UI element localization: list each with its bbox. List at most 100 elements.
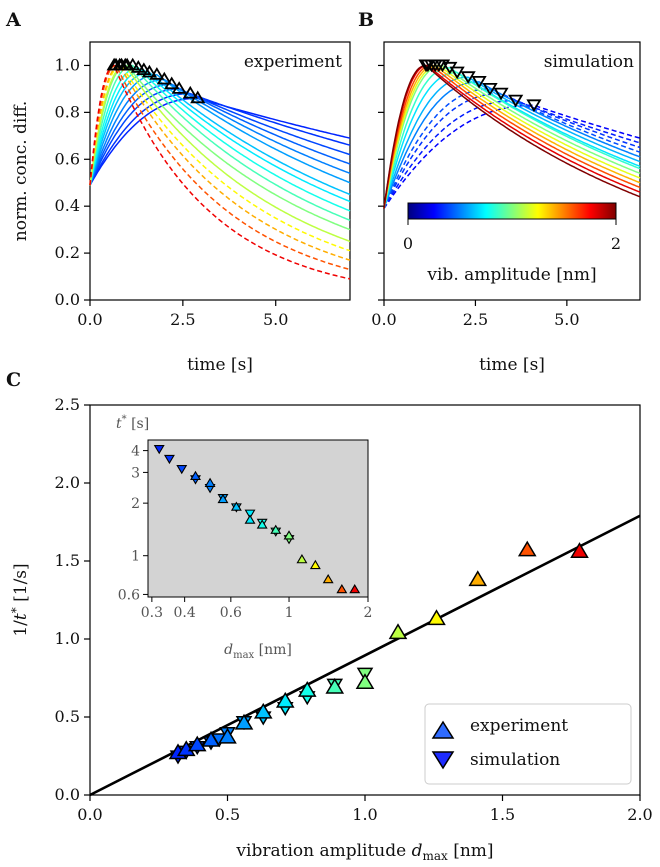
- legend-simulation-marker: [431, 751, 455, 770]
- panel-a-xlabel: time [s]: [187, 355, 253, 375]
- panel-b-curves: [383, 64, 641, 209]
- exp-point-9: [325, 677, 345, 694]
- a-xtick-label-1: 2.5: [170, 310, 195, 329]
- panel-a-annotation: experiment: [244, 52, 342, 72]
- c-xtick-label-2: 1.0: [352, 805, 377, 824]
- inset-xtick-label-0: 0.3: [141, 605, 163, 621]
- panel-b-xticks: 0.0 2.5 5.0: [371, 300, 580, 329]
- inset-ytick-label-4: 4: [131, 444, 140, 460]
- curve-sim-13: [383, 64, 641, 209]
- peak-marker-6: [449, 66, 465, 80]
- inset-xtick-label-2: 0.6: [220, 605, 242, 621]
- exp-point-8: [297, 681, 317, 697]
- inset-exp-point-9: [309, 559, 321, 570]
- a-ytick-label-0: 0.0: [55, 290, 80, 309]
- a-ytick-label-5: 1.0: [55, 55, 80, 74]
- panel-c-yticks: 0.0 0.5 1.0 1.5 2.0 2.5: [55, 395, 90, 804]
- c-xtick-label-4: 2.0: [627, 805, 652, 824]
- curve-exp-15: [89, 64, 351, 280]
- colorbar: [407, 202, 617, 220]
- b-xtick-label-2: 5.0: [554, 310, 579, 329]
- curve-exp-1: [89, 92, 351, 186]
- peak-marker-6: [141, 64, 158, 78]
- inset-exp-point-11: [336, 583, 348, 594]
- panel-a-letter: A: [5, 9, 21, 31]
- c-xtick-label-1: 0.5: [215, 805, 240, 824]
- panel-b-letter: B: [358, 9, 374, 31]
- curve-exp-4: [89, 78, 351, 186]
- inset-exp-point-12: [349, 583, 361, 594]
- panel-a-yticks: 0.0 0.2 0.4 0.6 0.8 1.0: [55, 55, 90, 309]
- b-xtick-label-1: 2.5: [463, 310, 488, 329]
- inset-ytick-label-0: 0.6: [118, 587, 140, 603]
- inset: 0.3 0.4 0.6 1 2 0.6 1 2 3 4 t* [s] dmax [nm]: [116, 414, 372, 661]
- panel-c-ylabel: 1/t* [1/s]: [9, 563, 31, 636]
- inset-ytick-label-2: 2: [131, 496, 140, 512]
- a-xtick-label-0: 0.0: [77, 310, 102, 329]
- c-xtick-label-0: 0.0: [77, 805, 102, 824]
- panel-b-peak-markers: [418, 59, 542, 113]
- inset-xtick-label-1: 0.4: [174, 605, 196, 621]
- peak-marker-8: [130, 60, 146, 73]
- panel-c-xticks: 0.0 0.5 1.0 1.5 2.0: [77, 795, 653, 824]
- exp-point-15: [570, 542, 589, 558]
- exp-point-6: [253, 702, 273, 719]
- curve-sim-5: [383, 76, 641, 209]
- exp-point-7: [275, 691, 295, 708]
- exp-point-2: [187, 735, 207, 752]
- a-ytick-label-3: 0.6: [55, 149, 80, 168]
- curve-exp-14: [89, 64, 351, 271]
- inset-exp-point-1: [204, 477, 216, 487]
- curve-exp-12: [89, 64, 351, 252]
- panel-a-curves: [89, 64, 351, 280]
- peak-marker-1: [508, 94, 524, 108]
- panel-c-points: [168, 540, 589, 765]
- peak-marker-4: [471, 75, 487, 89]
- inset-ytick-label-3: 3: [131, 465, 140, 481]
- curve-exp-3: [89, 83, 351, 186]
- panel-a-frame: [89, 41, 351, 301]
- c-ytick-label-3: 1.5: [55, 551, 80, 570]
- legend-experiment-marker: [431, 720, 455, 739]
- panel-b: B simulation 0.0 2.5 5.0 time [s] 0 2 vib.…: [358, 9, 641, 375]
- peak-marker-0: [526, 99, 542, 113]
- exp-point-5: [234, 713, 254, 730]
- inset-yticks: 0.6 1 2 3 4: [118, 444, 148, 603]
- exp-point-13: [468, 570, 488, 587]
- inset-exp-point-4: [244, 514, 256, 524]
- panel-b-xlabel: time [s]: [479, 355, 545, 375]
- b-xtick-label-0: 0.0: [371, 310, 396, 329]
- inset-sim-point-7: [244, 509, 256, 519]
- exp-point-14: [517, 540, 537, 557]
- exp-point-4: [218, 727, 237, 744]
- inset-exp-point-8: [296, 554, 308, 564]
- inset-xticks: 0.3 0.4 0.6 1 2: [141, 597, 372, 621]
- c-ytick-label-2: 1.0: [55, 629, 80, 648]
- inset-exp-point-0: [190, 470, 201, 480]
- curve-exp-6: [89, 71, 351, 196]
- c-ytick-label-1: 0.5: [55, 707, 80, 726]
- panel-b-annotation: simulation: [544, 52, 634, 72]
- panel-b-frame: [383, 41, 641, 301]
- inset-sim-point-0: [153, 445, 165, 455]
- legend: experiment simulation: [424, 703, 632, 785]
- panel-a-xticks: 0.0 2.5 5.0: [77, 300, 288, 329]
- inset-ylabel: t* [s]: [116, 414, 149, 432]
- panel-a-peak-markers: [106, 57, 206, 104]
- legend-simulation-label: simulation: [470, 750, 560, 770]
- curve-exp-9: [89, 64, 351, 221]
- inset-exp-point-7: [283, 530, 295, 540]
- c-ytick-label-4: 2.0: [55, 473, 80, 492]
- panel-b-yticks: [378, 64, 384, 301]
- inset-exp-point-5: [256, 519, 268, 529]
- inset-sim-point-2: [176, 465, 188, 475]
- peak-marker-1: [182, 85, 198, 99]
- inset-sim-point-1: [163, 454, 175, 465]
- peak-marker-5: [460, 71, 476, 84]
- inset-exp-point-6: [270, 524, 282, 534]
- inset-points: [153, 445, 361, 594]
- peak-marker-2: [493, 87, 509, 101]
- colorbar-min-label: 0: [403, 234, 413, 253]
- curve-sim-1: [383, 99, 641, 209]
